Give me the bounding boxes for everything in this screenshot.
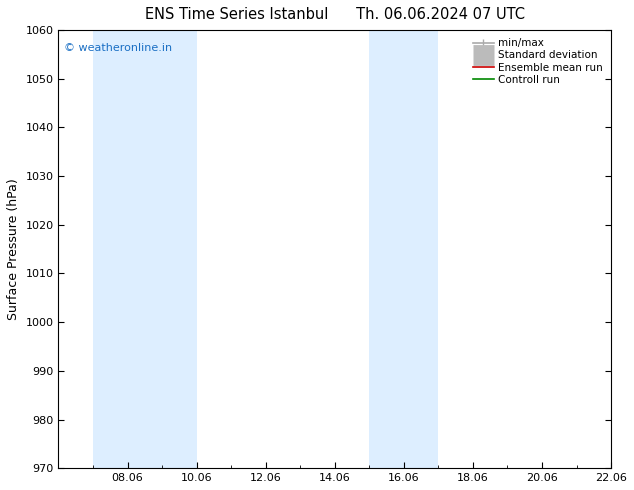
- Bar: [93, 30, 197, 468]
- Y-axis label: Surface Pressure (hPa): Surface Pressure (hPa): [7, 178, 20, 320]
- Text: © weatheronline.in: © weatheronline.in: [64, 43, 172, 53]
- Legend: min/max, Standard deviation, Ensemble mean run, Controll run: min/max, Standard deviation, Ensemble me…: [470, 35, 606, 88]
- Title: ENS Time Series Istanbul      Th. 06.06.2024 07 UTC: ENS Time Series Istanbul Th. 06.06.2024 …: [145, 7, 525, 22]
- Bar: [370, 30, 439, 468]
